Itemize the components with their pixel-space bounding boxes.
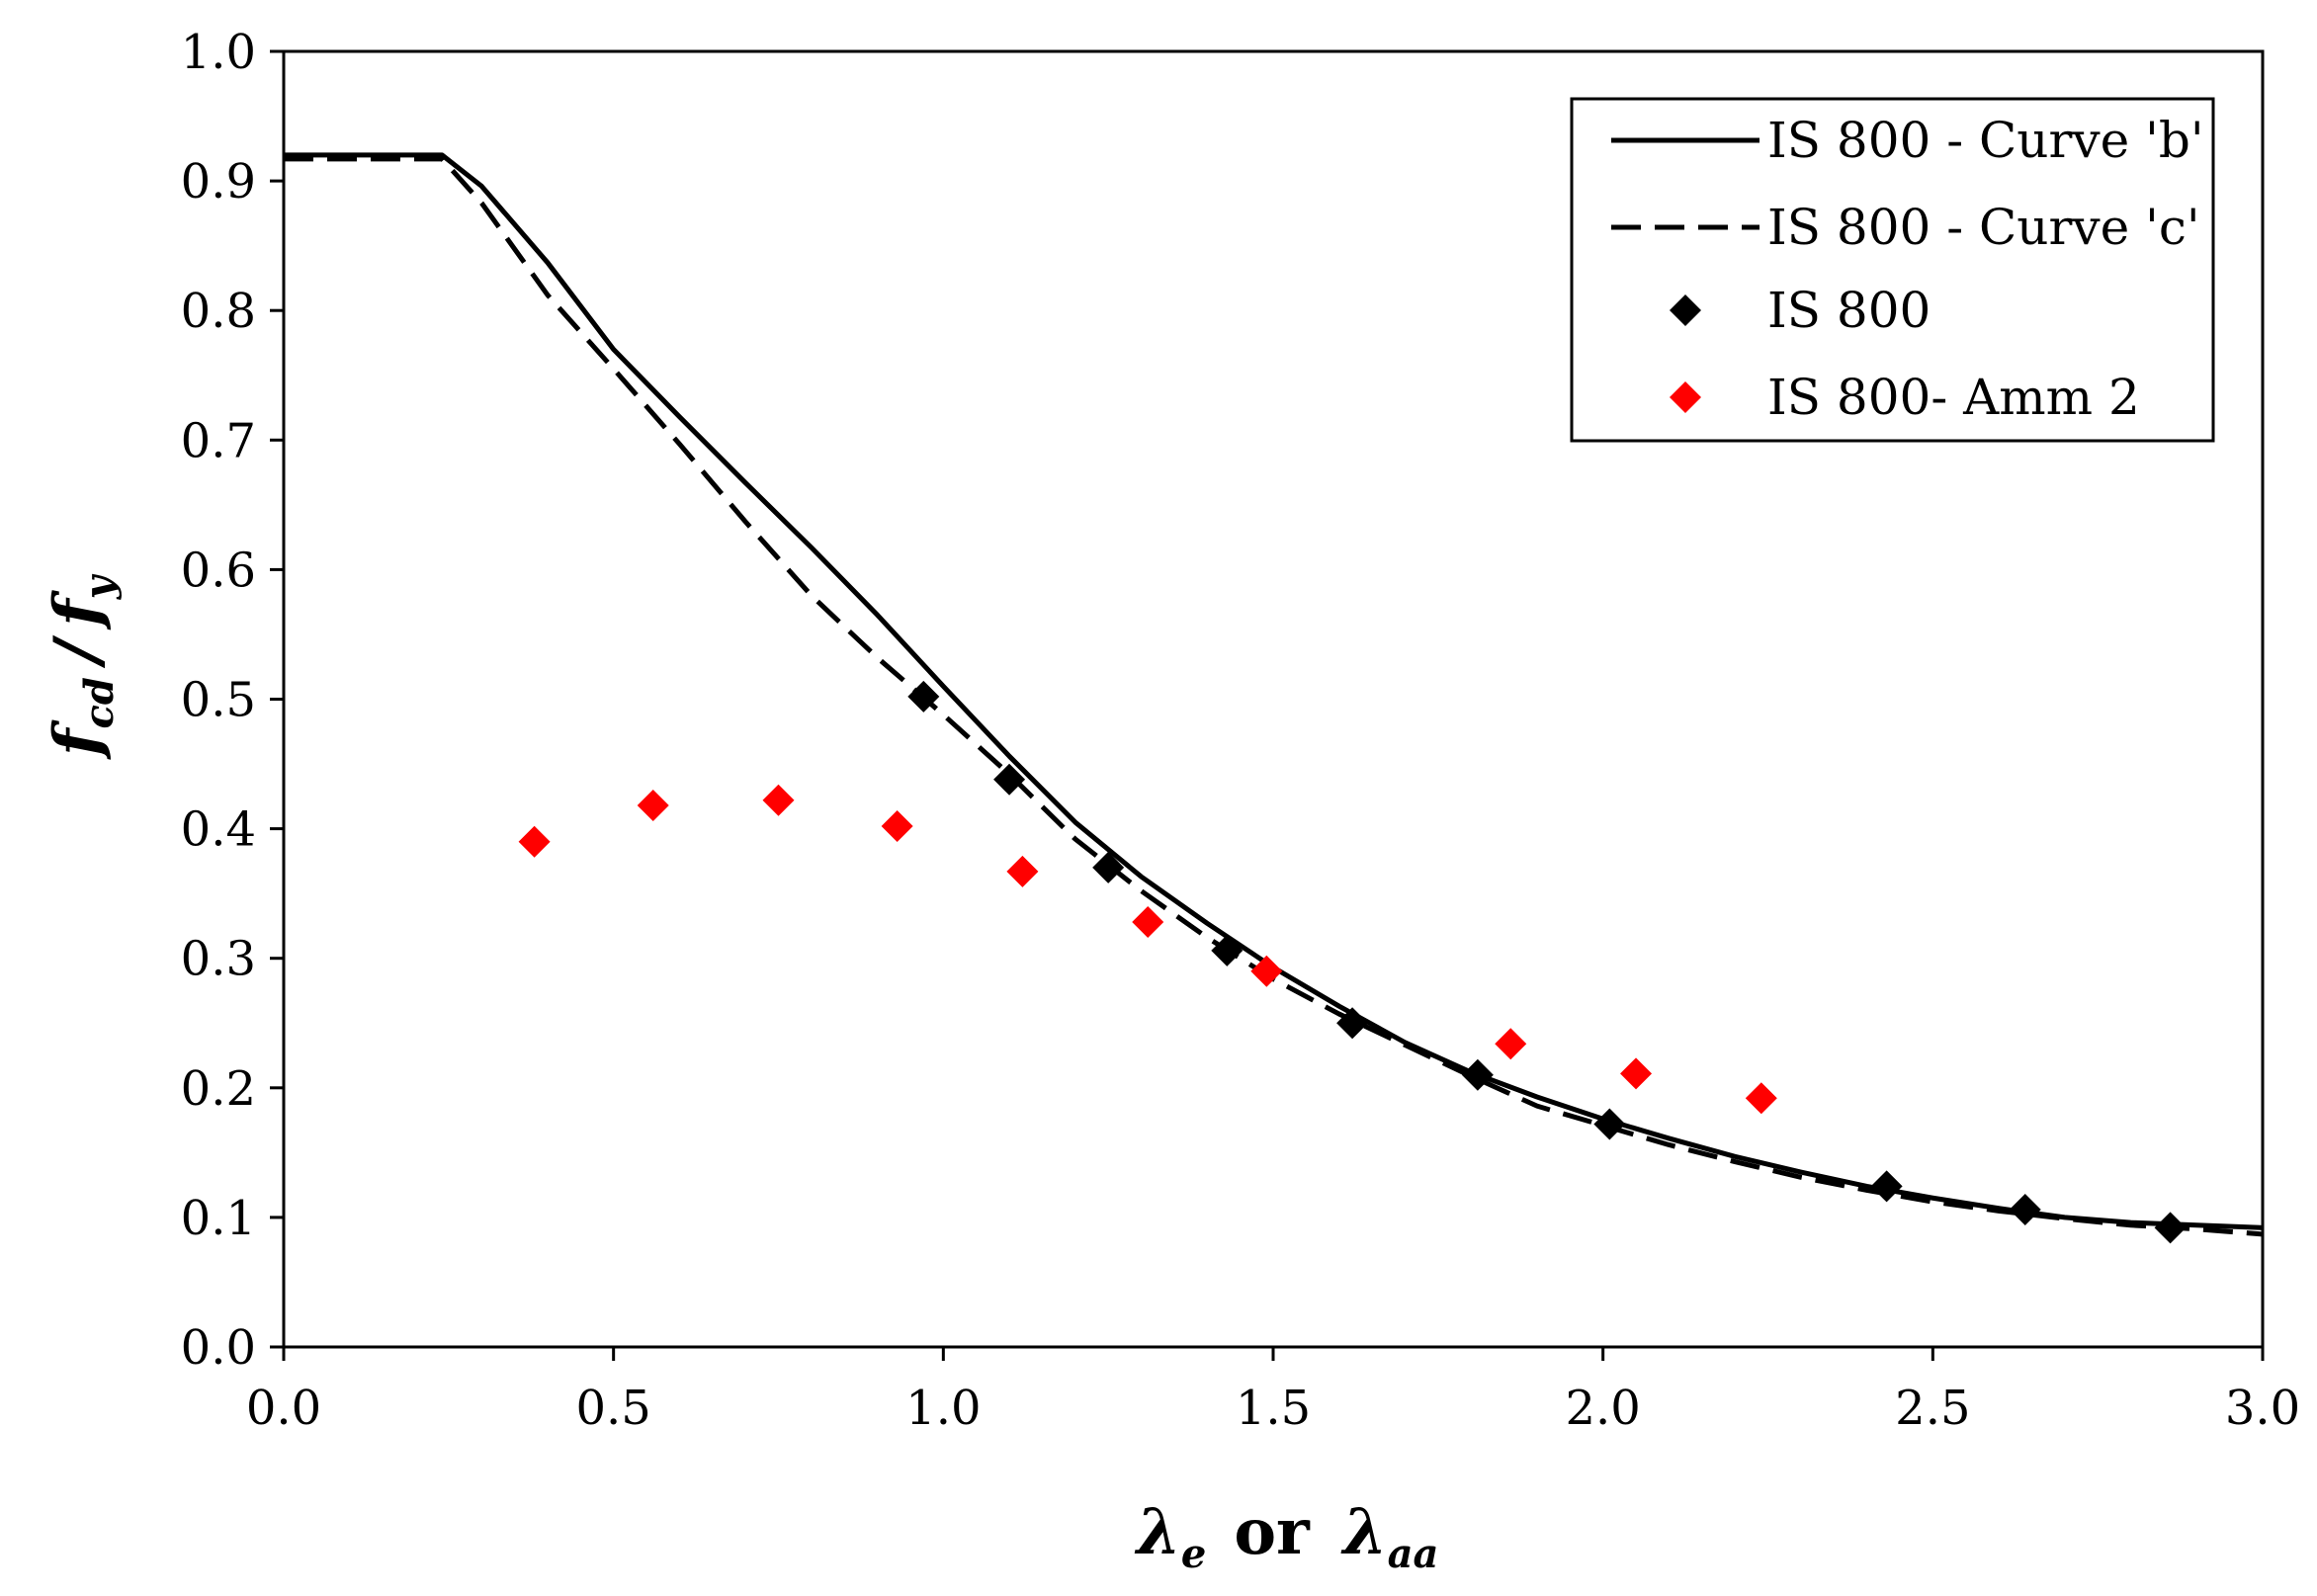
y-axis-ticks: 0.0 0.1 0.2 0.3 0.4 0.5 0.6 0.7 0.8 0.9 1.0 (181, 25, 284, 1376)
data-point-series-3 (881, 809, 913, 842)
y-tick-label: 0.1 (181, 1191, 256, 1246)
y-tick-label: 0.0 (181, 1320, 256, 1376)
data-point-series-2 (2009, 1194, 2041, 1226)
legend-label-curve-c: IS 800 - Curve 'c' (1767, 199, 2200, 256)
data-point-series-3 (1250, 955, 1283, 987)
legend-marker-is800 (1670, 294, 1701, 326)
data-point-series-2 (993, 763, 1026, 796)
series-line-0 (284, 152, 2264, 1230)
x-axis-title: λe or λaa (1134, 1495, 1438, 1577)
data-point-series-2 (1461, 1058, 1494, 1091)
x-tick-label: 0.0 (246, 1381, 321, 1436)
x-tick-label: 1.0 (905, 1381, 981, 1436)
y-tick-label: 0.4 (181, 802, 256, 858)
legend-label-is800: IS 800 (1767, 282, 1931, 339)
data-point-series-3 (1132, 905, 1164, 938)
legend-label-curve-b: IS 800 - Curve 'b' (1767, 112, 2204, 169)
y-tick-label: 1.0 (181, 25, 256, 80)
data-point-series-3 (762, 784, 795, 816)
data-point-series-2 (1336, 1007, 1369, 1040)
y-title-f-cd-sub: cd (76, 677, 123, 728)
y-tick-label: 0.2 (181, 1061, 256, 1117)
data-point-series-3 (1495, 1028, 1527, 1060)
y-tick-label: 0.6 (181, 543, 256, 598)
data-point-series-2 (2154, 1212, 2187, 1244)
legend-marker-amm2 (1670, 381, 1701, 413)
x-title-lambda-aa: λ (1340, 1495, 1388, 1569)
data-point-series-2 (907, 680, 940, 713)
y-title-f-y-sub: y (76, 573, 123, 600)
data-point-series-2 (1092, 851, 1125, 883)
data-point-series-3 (637, 790, 669, 822)
x-axis-ticks: 0.0 0.5 1.0 1.5 2.0 2.5 3.0 (246, 1347, 2300, 1436)
data-point-series-2 (1211, 934, 1244, 966)
x-title-lambda-e: λ (1134, 1495, 1181, 1569)
y-tick-label: 0.9 (181, 154, 256, 210)
series-layer (284, 152, 2264, 1244)
legend-box (1570, 97, 2215, 443)
x-title-lambda-aa-sub: aa (1388, 1531, 1439, 1577)
data-point-series-3 (1620, 1057, 1653, 1090)
data-point-series-2 (1870, 1170, 1903, 1203)
y-tick-label: 0.8 (181, 284, 256, 339)
y-tick-label: 0.7 (181, 413, 256, 468)
y-tick-label: 0.3 (181, 932, 256, 987)
x-tick-label: 2.0 (1565, 1381, 1640, 1436)
legend: IS 800 - Curve 'b' IS 800 - Curve 'c' IS… (1570, 97, 2215, 443)
y-axis-title: fcd/fy (41, 573, 123, 760)
x-title-lambda-e-sub: e (1181, 1531, 1206, 1577)
y-tick-label: 0.5 (181, 673, 256, 728)
data-point-series-3 (518, 825, 551, 858)
x-tick-label: 1.5 (1236, 1381, 1311, 1436)
x-tick-label: 0.5 (575, 1381, 650, 1436)
series-line-1 (284, 156, 2264, 1237)
x-tick-label: 2.5 (1895, 1381, 1970, 1436)
data-point-series-2 (1593, 1108, 1626, 1140)
y-title-slash: / (41, 634, 115, 669)
x-title-or: or (1234, 1495, 1311, 1569)
data-point-series-3 (1745, 1082, 1777, 1115)
data-point-series-3 (1006, 855, 1039, 887)
x-tick-label: 3.0 (2225, 1381, 2300, 1436)
legend-label-amm2: IS 800- Amm 2 (1767, 369, 2140, 426)
